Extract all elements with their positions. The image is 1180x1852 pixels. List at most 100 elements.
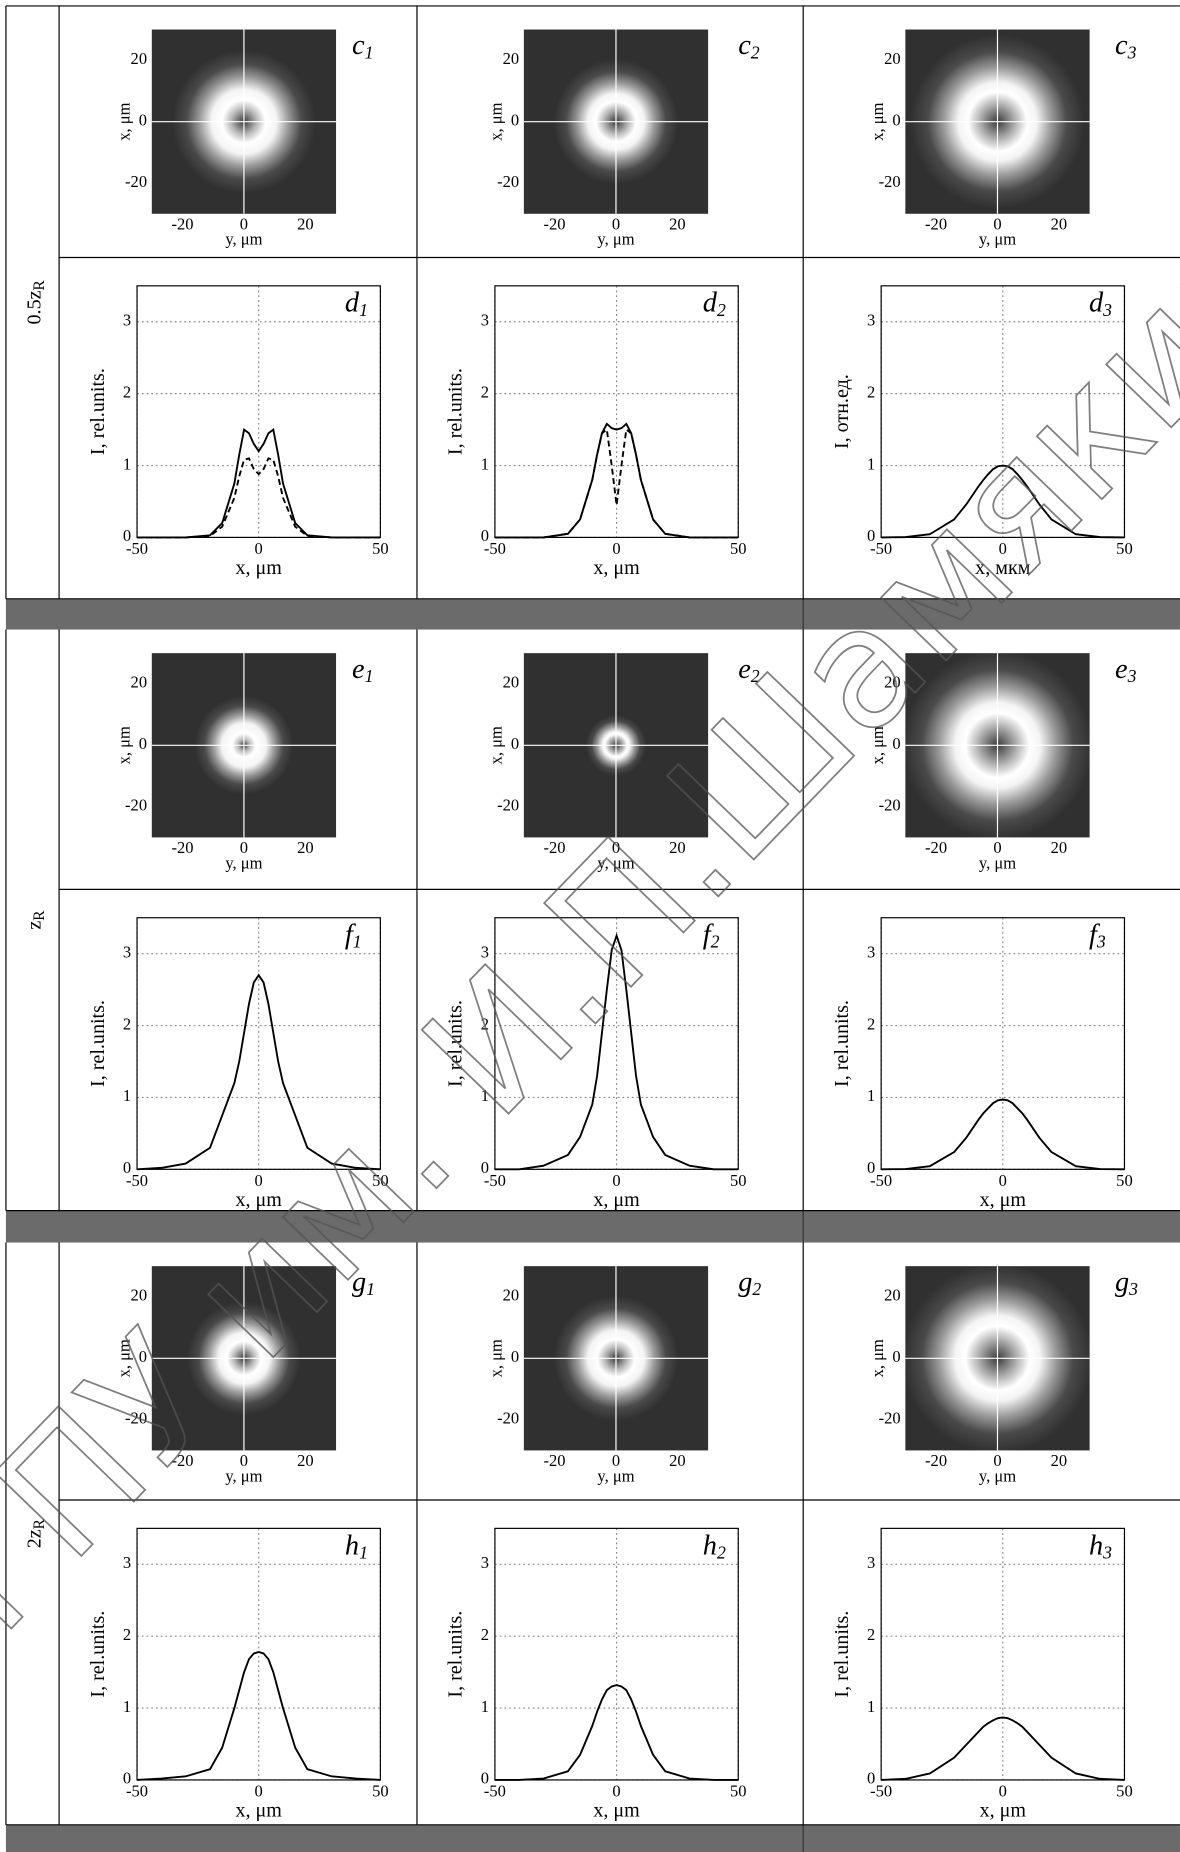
y-tick-label: 2 bbox=[123, 1014, 131, 1033]
panel-index: 2 bbox=[717, 1542, 726, 1562]
panel-index: 3 bbox=[1127, 666, 1137, 686]
x-tick-label: 50 bbox=[730, 1782, 747, 1801]
x-axis-label: y, μm bbox=[225, 1466, 262, 1485]
x-tick-label: 0 bbox=[612, 1782, 620, 1801]
panel-index: 3 bbox=[1127, 42, 1137, 62]
y-tick-label: 2 bbox=[123, 1625, 131, 1644]
x-tick-label: -20 bbox=[544, 214, 566, 233]
panel-label: h1 bbox=[345, 1530, 368, 1563]
y-tick-label: 1 bbox=[123, 1697, 131, 1716]
y-tick-label: 1 bbox=[867, 1697, 875, 1716]
panel-label: c1 bbox=[352, 30, 373, 63]
series-line bbox=[495, 430, 738, 538]
x-tick-label: 20 bbox=[297, 214, 314, 233]
y-tick-label: 3 bbox=[123, 311, 131, 330]
x-tick-label: 0 bbox=[999, 1171, 1007, 1190]
y-tick-label: 2 bbox=[867, 1014, 875, 1033]
x-tick-label: 0 bbox=[612, 539, 620, 558]
x-tick-label: 20 bbox=[1051, 214, 1068, 233]
panel-index: 2 bbox=[752, 1279, 761, 1299]
y-tick-label: 2 bbox=[867, 382, 875, 401]
y-axis-label: I, rel.units. bbox=[87, 368, 109, 455]
x-tick-label: 20 bbox=[1051, 1451, 1068, 1470]
x-tick-label: 20 bbox=[297, 838, 314, 857]
x-axis-label: y, μm bbox=[225, 853, 262, 872]
panel-label: f3 bbox=[1089, 919, 1106, 952]
x-axis-label: y, μm bbox=[597, 1466, 634, 1485]
y-tick-label: 3 bbox=[867, 1553, 875, 1572]
panel-letter: d bbox=[345, 287, 360, 318]
y-axis-label: I, rel.units. bbox=[445, 1611, 467, 1698]
panel-letter: g bbox=[1115, 1266, 1129, 1297]
y-axis-label: x, μm bbox=[115, 726, 134, 764]
y-tick-label: 1 bbox=[123, 1086, 131, 1105]
series-line bbox=[137, 430, 380, 538]
y-tick-label: 20 bbox=[884, 49, 901, 68]
y-tick-label: -20 bbox=[125, 796, 147, 815]
y-tick-label: 1 bbox=[481, 1697, 489, 1716]
x-tick-label: 50 bbox=[730, 539, 747, 558]
x-tick-label: 20 bbox=[297, 1451, 314, 1470]
row-label-sub: R bbox=[31, 910, 48, 921]
x-tick-label: 50 bbox=[372, 1782, 389, 1801]
y-tick-label: 0 bbox=[139, 734, 147, 753]
panel-letter: e bbox=[352, 653, 365, 684]
panel-label: h3 bbox=[1089, 1530, 1112, 1563]
x-axis-label: x, μm bbox=[980, 1189, 1027, 1211]
y-tick-label: 1 bbox=[867, 1086, 875, 1105]
panel-letter: c bbox=[352, 30, 365, 61]
y-tick-label: -20 bbox=[879, 796, 901, 815]
y-tick-label: 0 bbox=[892, 1347, 900, 1366]
x-axis-label: y, μm bbox=[225, 230, 262, 249]
y-tick-label: 3 bbox=[481, 311, 489, 330]
x-tick-label: 0 bbox=[612, 1171, 620, 1190]
panel-label: f1 bbox=[345, 919, 362, 952]
x-tick-label: -50 bbox=[870, 1171, 892, 1190]
y-axis-label: I, rel.units. bbox=[831, 1611, 853, 1698]
x-tick-label: -50 bbox=[484, 1782, 506, 1801]
panel-index: 1 bbox=[365, 666, 374, 686]
page: {"watermark":"МГПУ им. И.П.Шамякина", "r… bbox=[0, 0, 1180, 1852]
x-tick-label: -20 bbox=[925, 1451, 947, 1470]
panel-label: e1 bbox=[352, 653, 373, 686]
panel-letter: c bbox=[1115, 30, 1128, 61]
y-axis-label: x, μm bbox=[868, 102, 887, 140]
panel-index: 1 bbox=[353, 932, 362, 952]
y-tick-label: 20 bbox=[503, 1286, 520, 1305]
y-tick-label: 0 bbox=[892, 110, 900, 129]
row-label-sub: R bbox=[31, 279, 48, 290]
x-tick-label: -20 bbox=[925, 214, 947, 233]
y-tick-label: 2 bbox=[123, 382, 131, 401]
row-label-main: z bbox=[23, 921, 45, 930]
x-tick-label: 20 bbox=[669, 214, 686, 233]
y-tick-label: 2 bbox=[481, 1625, 489, 1644]
x-axis-label: y, μm bbox=[979, 1466, 1016, 1485]
y-axis-label: x, μm bbox=[487, 1339, 506, 1377]
y-tick-label: 1 bbox=[867, 454, 875, 473]
x-axis-label: x, μm bbox=[593, 1799, 640, 1821]
y-tick-label: 2 bbox=[481, 382, 489, 401]
y-tick-label: -20 bbox=[497, 1409, 519, 1428]
panel-letter: g bbox=[738, 1266, 752, 1297]
panel-index: 2 bbox=[751, 42, 760, 62]
x-axis-label: x, μm bbox=[593, 557, 640, 579]
panel-index: 3 bbox=[1102, 1542, 1112, 1562]
panel-index: 2 bbox=[717, 300, 726, 320]
x-axis-label: y, μm bbox=[979, 230, 1016, 249]
x-tick-label: 0 bbox=[255, 539, 263, 558]
panel-label: g3 bbox=[1115, 1266, 1138, 1299]
x-tick-label: 50 bbox=[730, 1171, 747, 1190]
y-tick-label: 20 bbox=[131, 49, 148, 68]
y-axis-label: x, μm bbox=[115, 102, 134, 140]
row-label: zR bbox=[23, 910, 48, 930]
y-tick-label: 0 bbox=[511, 1347, 519, 1366]
x-tick-label: 50 bbox=[372, 539, 389, 558]
y-tick-label: 3 bbox=[867, 311, 875, 330]
x-tick-label: -20 bbox=[172, 214, 194, 233]
y-axis-label: x, μm bbox=[868, 1339, 887, 1377]
panel-index: 1 bbox=[365, 42, 374, 62]
panel-label: c2 bbox=[738, 30, 760, 63]
panel-letter: d bbox=[703, 287, 718, 318]
x-tick-label: 50 bbox=[1116, 1171, 1133, 1190]
y-tick-label: -20 bbox=[879, 1409, 901, 1428]
